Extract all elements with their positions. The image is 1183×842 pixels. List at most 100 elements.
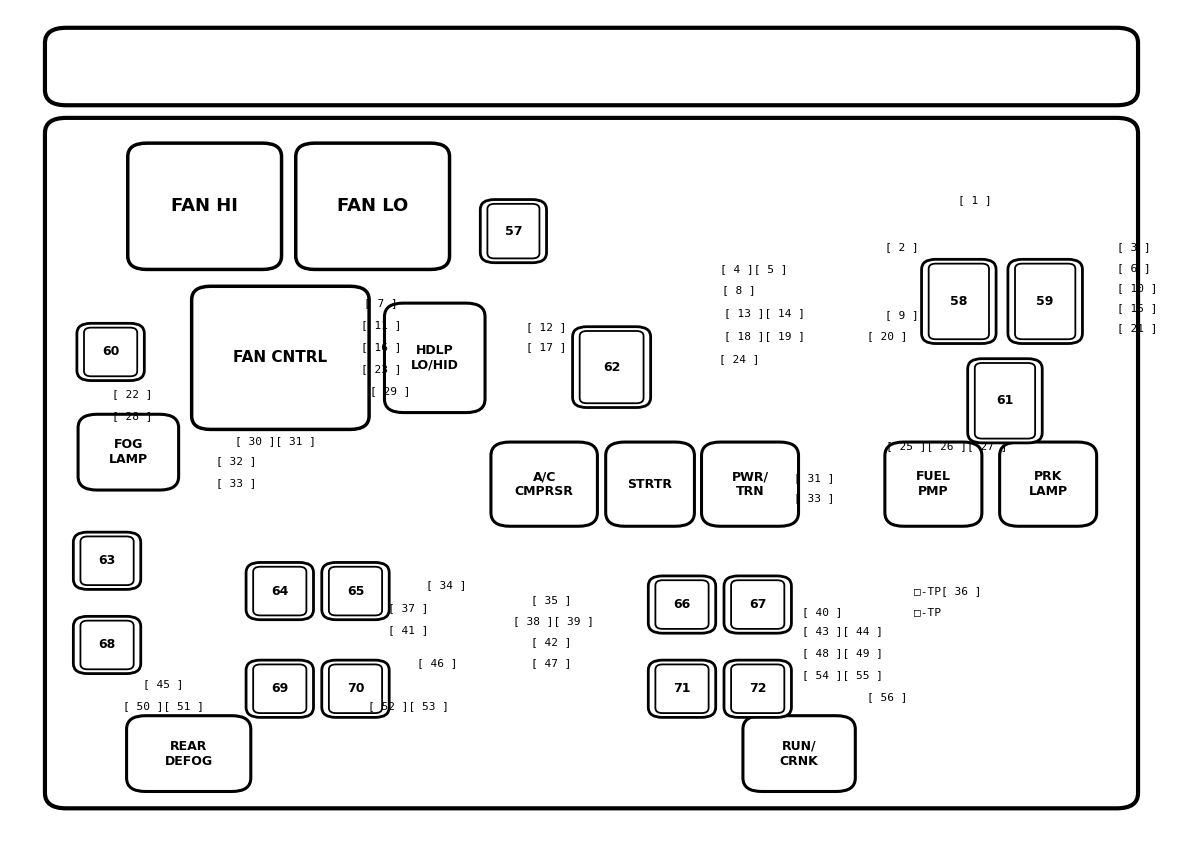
Text: □-TP[ 36 ]: □-TP[ 36 ] <box>914 586 982 596</box>
FancyBboxPatch shape <box>296 143 450 269</box>
Text: 61: 61 <box>996 394 1014 408</box>
Text: [ 8 ]: [ 8 ] <box>723 285 756 296</box>
Text: [ 41 ]: [ 41 ] <box>388 625 428 635</box>
FancyBboxPatch shape <box>968 359 1042 443</box>
Text: 66: 66 <box>673 598 691 611</box>
Text: [ 47 ]: [ 47 ] <box>531 658 571 669</box>
Text: 58: 58 <box>950 295 968 308</box>
Text: [ 33 ]: [ 33 ] <box>794 493 834 504</box>
Text: 57: 57 <box>505 225 522 237</box>
Text: [ 2 ]: [ 2 ] <box>885 242 918 253</box>
FancyBboxPatch shape <box>648 660 716 717</box>
Text: [ 25 ][ 26 ][ 27 ]: [ 25 ][ 26 ][ 27 ] <box>886 441 1007 451</box>
FancyBboxPatch shape <box>724 576 791 633</box>
Text: [ 22 ]: [ 22 ] <box>112 389 153 399</box>
Text: [ 35 ]: [ 35 ] <box>531 595 571 605</box>
FancyBboxPatch shape <box>253 664 306 713</box>
FancyBboxPatch shape <box>702 442 799 526</box>
Text: 64: 64 <box>271 584 289 598</box>
Text: [ 28 ]: [ 28 ] <box>112 411 153 421</box>
FancyBboxPatch shape <box>128 143 282 269</box>
Text: [ 3 ]: [ 3 ] <box>1117 242 1151 253</box>
FancyBboxPatch shape <box>246 562 313 620</box>
Text: [ 43 ][ 44 ]: [ 43 ][ 44 ] <box>802 626 883 637</box>
FancyBboxPatch shape <box>929 264 989 339</box>
FancyBboxPatch shape <box>487 204 539 258</box>
FancyBboxPatch shape <box>1015 264 1075 339</box>
Text: [ 7 ]: [ 7 ] <box>364 298 397 308</box>
FancyBboxPatch shape <box>1008 259 1082 344</box>
FancyBboxPatch shape <box>573 327 651 408</box>
Text: [ 31 ]: [ 31 ] <box>794 473 834 483</box>
FancyBboxPatch shape <box>480 200 547 263</box>
FancyBboxPatch shape <box>975 363 1035 439</box>
Text: HDLP
LO/HID: HDLP LO/HID <box>411 344 459 372</box>
FancyBboxPatch shape <box>80 621 134 669</box>
Text: [ 11 ]: [ 11 ] <box>361 320 401 330</box>
FancyBboxPatch shape <box>253 567 306 616</box>
FancyBboxPatch shape <box>724 660 791 717</box>
Text: [ 1 ]: [ 1 ] <box>958 195 991 205</box>
Text: FAN CNTRL: FAN CNTRL <box>233 350 328 365</box>
Text: 67: 67 <box>749 598 767 611</box>
Text: 60: 60 <box>102 345 119 359</box>
Text: PRK
LAMP: PRK LAMP <box>1028 470 1068 498</box>
FancyBboxPatch shape <box>648 576 716 633</box>
FancyBboxPatch shape <box>731 580 784 629</box>
Text: 59: 59 <box>1036 295 1054 308</box>
Text: [ 15 ]: [ 15 ] <box>1117 303 1157 313</box>
Text: [ 54 ][ 55 ]: [ 54 ][ 55 ] <box>802 670 883 680</box>
Text: PWR/
TRN: PWR/ TRN <box>731 470 769 498</box>
Text: [ 9 ]: [ 9 ] <box>885 310 918 320</box>
FancyBboxPatch shape <box>329 567 382 616</box>
Text: 62: 62 <box>603 360 620 374</box>
Text: [ 10 ]: [ 10 ] <box>1117 283 1157 293</box>
Text: [ 30 ][ 31 ]: [ 30 ][ 31 ] <box>235 436 316 446</box>
FancyBboxPatch shape <box>73 532 141 589</box>
FancyBboxPatch shape <box>192 286 369 429</box>
Text: 65: 65 <box>347 584 364 598</box>
FancyBboxPatch shape <box>45 28 1138 105</box>
FancyBboxPatch shape <box>655 664 709 713</box>
Text: [ 16 ]: [ 16 ] <box>361 342 401 352</box>
Text: [ 13 ][ 14 ]: [ 13 ][ 14 ] <box>724 308 804 318</box>
FancyBboxPatch shape <box>384 303 485 413</box>
Text: [ 6 ]: [ 6 ] <box>1117 263 1151 273</box>
Text: [ 42 ]: [ 42 ] <box>531 637 571 647</box>
Text: [ 4 ][ 5 ]: [ 4 ][ 5 ] <box>719 264 788 274</box>
FancyBboxPatch shape <box>80 536 134 585</box>
Text: 72: 72 <box>749 682 767 695</box>
Text: 70: 70 <box>347 682 364 695</box>
FancyBboxPatch shape <box>731 664 784 713</box>
Text: [ 48 ][ 49 ]: [ 48 ][ 49 ] <box>802 648 883 658</box>
Text: FOG
LAMP: FOG LAMP <box>109 438 148 466</box>
FancyBboxPatch shape <box>127 716 251 791</box>
FancyBboxPatch shape <box>580 331 644 403</box>
FancyBboxPatch shape <box>743 716 855 791</box>
Text: [ 56 ]: [ 56 ] <box>867 692 907 702</box>
FancyBboxPatch shape <box>73 616 141 674</box>
Text: REAR
DEFOG: REAR DEFOG <box>164 739 213 768</box>
Text: FAN HI: FAN HI <box>172 197 238 216</box>
Text: FUEL
PMP: FUEL PMP <box>916 470 951 498</box>
FancyBboxPatch shape <box>329 664 382 713</box>
Text: [ 24 ]: [ 24 ] <box>719 354 759 364</box>
Text: [ 40 ]: [ 40 ] <box>802 607 842 617</box>
Text: [ 18 ][ 19 ]: [ 18 ][ 19 ] <box>724 331 804 341</box>
FancyBboxPatch shape <box>1000 442 1097 526</box>
FancyBboxPatch shape <box>84 328 137 376</box>
Text: [ 50 ][ 51 ]: [ 50 ][ 51 ] <box>123 701 203 711</box>
Text: [ 32 ]: [ 32 ] <box>216 456 257 466</box>
Text: [ 34 ]: [ 34 ] <box>426 580 466 590</box>
FancyBboxPatch shape <box>322 562 389 620</box>
Text: 63: 63 <box>98 554 116 568</box>
FancyBboxPatch shape <box>655 580 709 629</box>
FancyBboxPatch shape <box>45 118 1138 808</box>
FancyBboxPatch shape <box>322 660 389 717</box>
Text: [ 20 ]: [ 20 ] <box>867 331 907 341</box>
Text: [ 21 ]: [ 21 ] <box>1117 323 1157 333</box>
Text: [ 37 ]: [ 37 ] <box>388 603 428 613</box>
Text: 68: 68 <box>98 638 116 652</box>
FancyBboxPatch shape <box>885 442 982 526</box>
Text: A/C
CMPRSR: A/C CMPRSR <box>515 470 574 498</box>
